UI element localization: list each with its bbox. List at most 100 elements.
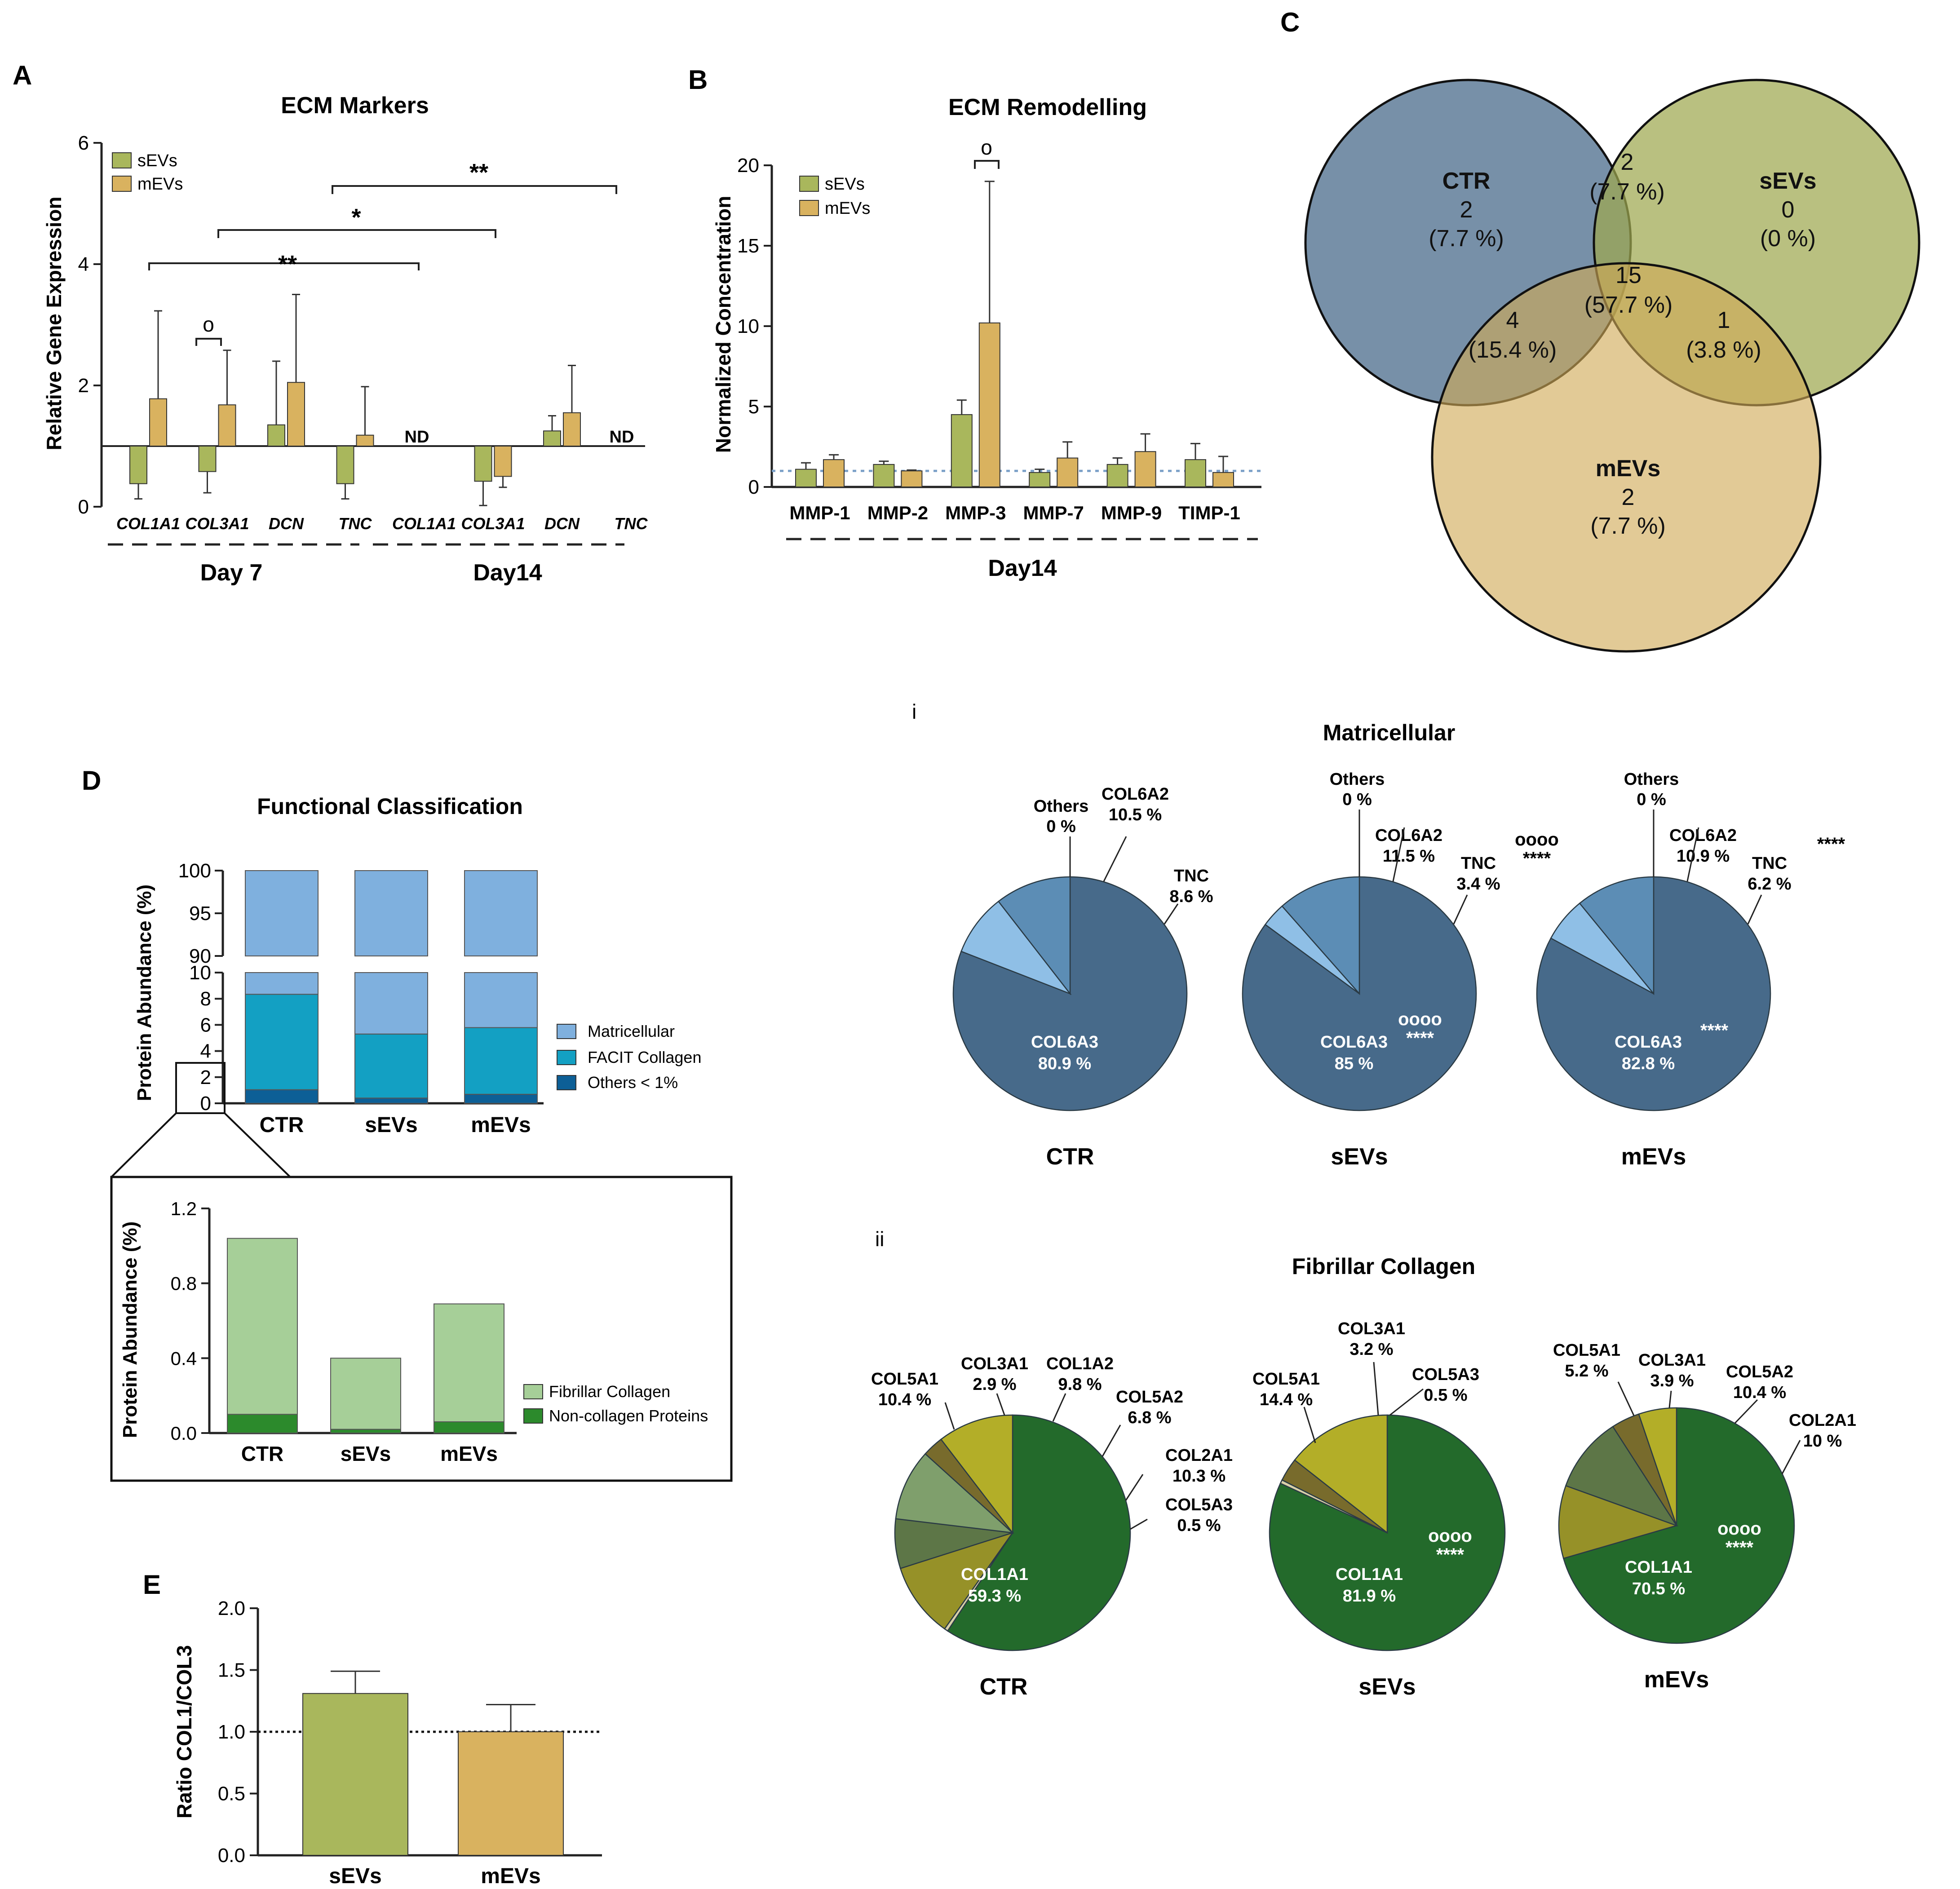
- pie-fibrillar-sevs-inner-sig-0: oooo: [1428, 1526, 1472, 1546]
- venn-ctr-sevs-count: 2: [1621, 149, 1634, 175]
- pie-fibrillar-ctr-leader-col5a1: [944, 1402, 955, 1430]
- pie-fibrillar-mevs-label-col1a1-pct: 70.5 %: [1632, 1579, 1685, 1598]
- pie-section-fibrillar: ii Fibrillar Collagen: [875, 1227, 1475, 1279]
- bars-b: MMP-1 MMP-2 MMP-3 MMP-7 MMP-9 TIMP-1: [789, 181, 1240, 523]
- e-bar-mevs: [458, 1731, 564, 1856]
- pie-fibrillar-ctr-label-col5a2-pct: 6.8 %: [1128, 1408, 1171, 1427]
- venn-ctr-mevs-count: 4: [1506, 307, 1519, 333]
- pie-matricellular-ctr-label-col6a3: COL6A3: [1031, 1033, 1098, 1052]
- panel-letter-b: B: [688, 65, 708, 95]
- sig-label-a-2: *: [351, 204, 361, 231]
- a-bar-mevs-tnc-3: [356, 434, 374, 447]
- bars-e: sEVs mEVs: [302, 1670, 564, 1888]
- venn-sevs-pct: (0 %): [1760, 226, 1816, 252]
- pie-matricellular-ctr-slice-col6a2: [997, 876, 1071, 995]
- pie-matricellular-ctr-label-tnc: TNC: [1174, 867, 1209, 885]
- venn-circle-mevs: [1431, 262, 1822, 653]
- sig-bracket-a-3: [332, 185, 617, 194]
- pie-fibrillar-sevs-label-col1a1: COL1A1: [1336, 1565, 1403, 1584]
- d-bar-facit-collagen-sevs: [354, 1033, 428, 1099]
- e-category-label-sevs: sEVs: [329, 1864, 381, 1888]
- pie-fibrillar-mevs-slice-col5a1: [1638, 1407, 1677, 1526]
- d-bar-others-1-mevs: [464, 1093, 538, 1104]
- zoom-box: [175, 1062, 226, 1114]
- pie-matricellular-mevs-leader-col6a2: [1686, 827, 1699, 882]
- d-inset-y-tick-label: 0.0: [171, 1423, 197, 1444]
- y-axis-label-e: Ratio COL1/COL3: [173, 1645, 196, 1818]
- pie-matricellular-mevs-label-others: Others: [1624, 770, 1679, 789]
- panel-letter-d: D: [82, 765, 101, 796]
- venn-ctr-count: 2: [1460, 197, 1473, 223]
- b-bar-sevs-mmp-3: [951, 414, 973, 488]
- panel-b: B ECM Remodelling Normalized Concentrati…: [688, 65, 1261, 581]
- venn-sevs-mevs-count: 1: [1717, 307, 1730, 333]
- a-category-label-col1a1: COL1A1: [116, 514, 180, 533]
- d-inset-y-tick-label: 0.8: [171, 1273, 197, 1294]
- pie-matricellular-sevs-inner-sig-0: oooo: [1398, 1009, 1442, 1029]
- pie-fibrillar-sevs-label-col3a1: COL3A1: [1338, 1319, 1405, 1338]
- b-bar-mevs-mmp-7: [1057, 457, 1079, 487]
- pie-matricellular-ctr-label-col6a2-pct: 10.5 %: [1109, 805, 1162, 824]
- legend-swatch-facit: [557, 1050, 576, 1065]
- d-y-tick-label: 90: [189, 945, 211, 967]
- d-y-tick-label: 6: [200, 1014, 211, 1036]
- b-bar-sevs-mmp-1: [795, 469, 817, 487]
- chart-title-a: ECM Markers: [281, 93, 429, 119]
- legend-swatch-noncollagen: [523, 1408, 543, 1424]
- pie-matricellular-sevs-tnc-sig-1: ****: [1523, 849, 1551, 868]
- nd-label-a-2: ND: [610, 428, 634, 447]
- pie-fibrillar-mevs-label-col2a1-pct: 10 %: [1803, 1432, 1842, 1451]
- group-label-a-day7: Day 7: [200, 560, 263, 586]
- a-bar-mevs-col3a1-5: [494, 446, 512, 477]
- legend-label-mevs-a: mEVs: [137, 175, 183, 194]
- d-bar-matricellular-ctr-upper: [245, 870, 319, 956]
- a-bar-sevs-col1a1-0: [129, 446, 147, 484]
- axes-b: 0 5 10 15 20: [737, 155, 1261, 498]
- pie-fibrillar-ctr-slice-col5a1: [940, 1414, 1013, 1535]
- panel-d: D Functional Classification Protein Abun…: [82, 765, 733, 1482]
- pie-matricellular-ctr-label-others-pct: 0 %: [1046, 817, 1075, 836]
- pie-fibrillar-mevs-label-col3a1: COL3A1: [1638, 1351, 1706, 1370]
- e-y-tick-label: 1.0: [218, 1721, 245, 1743]
- pie-fibrillar-ctr-label-col5a2: COL5A2: [1116, 1388, 1183, 1407]
- b-bar-mevs-mmp-1: [823, 459, 845, 488]
- legend-label-facit: FACIT Collagen: [588, 1048, 701, 1066]
- legend-label-sevs-a: sEVs: [137, 151, 177, 170]
- b-bar-mevs-mmp-9: [1134, 451, 1156, 487]
- pie-matricellular-sevs-group-label: sEVs: [1331, 1144, 1388, 1170]
- pie-fibrillar-sevs-leader-col5a3: [1389, 1388, 1424, 1416]
- a-y-tick-label: 4: [78, 253, 89, 275]
- chart-title-b: ECM Remodelling: [948, 94, 1147, 120]
- legend-label-noncollagen: Non-collagen Proteins: [549, 1407, 708, 1425]
- pie-matricellular-sevs-label-col6a2: COL6A2: [1375, 826, 1442, 845]
- pie-fibrillar-ctr-slice-col5a2: [894, 1518, 1013, 1569]
- legend-label-others: Others < 1%: [588, 1073, 678, 1092]
- a-bar-mevs-dcn-6: [563, 412, 581, 447]
- a-category-label-tnc: TNC: [339, 514, 372, 533]
- venn-ctr-sevs-pct: (7.7 %): [1589, 179, 1665, 205]
- panel-c: C CTR 2 (7.7 %) sEVs 0 (0 %) mEVs 2 (7.7…: [1280, 7, 1920, 653]
- pie-fibrillar-ctr-label-col3a1: COL3A1: [961, 1354, 1028, 1373]
- pie-fibrillar-mevs-leader-col5a1: [1617, 1381, 1635, 1416]
- pie-fibrillar-sevs-label-col5a3-pct: 0.5 %: [1424, 1386, 1467, 1405]
- pie-matricellular-sevs-label-col6a3: COL6A3: [1320, 1033, 1388, 1052]
- a-bar-mevs-dcn-2: [287, 382, 305, 447]
- pie-fibrillar-ctr-leader-col3a1: [996, 1393, 1005, 1416]
- legend-swatch-matricellular: [557, 1024, 576, 1039]
- sig-label-a-1: **: [278, 251, 297, 278]
- group-label-b-day14: Day14: [988, 555, 1057, 581]
- pie-fibrillar-ctr-label-col5a1-pct: 10.4 %: [878, 1390, 931, 1409]
- d-inset-y-tick-label: 0.4: [171, 1348, 197, 1369]
- pie-matricellular-ctr-leader-col6a2: [1103, 836, 1127, 882]
- pie-fibrillar-mevs-inner-sig-1: ****: [1726, 1538, 1754, 1557]
- pie-fibrillar-mevs-label-col5a1: COL5A1: [1553, 1341, 1620, 1360]
- d-inset-bar-fibrillar-collagen-sevs: [330, 1358, 401, 1430]
- d-y-tick-label: 4: [200, 1040, 211, 1062]
- legend-b: sEVs mEVs: [799, 175, 870, 218]
- pie-matricellular-ctr-label-tnc-pct: 8.6 %: [1169, 887, 1213, 906]
- pie-fibrillar-mevs-slice-col5a2: [1565, 1425, 1678, 1527]
- pie-matricellular-ctr-group-label: CTR: [1046, 1144, 1094, 1170]
- d-inset-category-label-sevs: sEVs: [341, 1442, 391, 1465]
- zoom-line-right: [224, 1112, 291, 1178]
- a-category-label-tnc: TNC: [615, 514, 648, 533]
